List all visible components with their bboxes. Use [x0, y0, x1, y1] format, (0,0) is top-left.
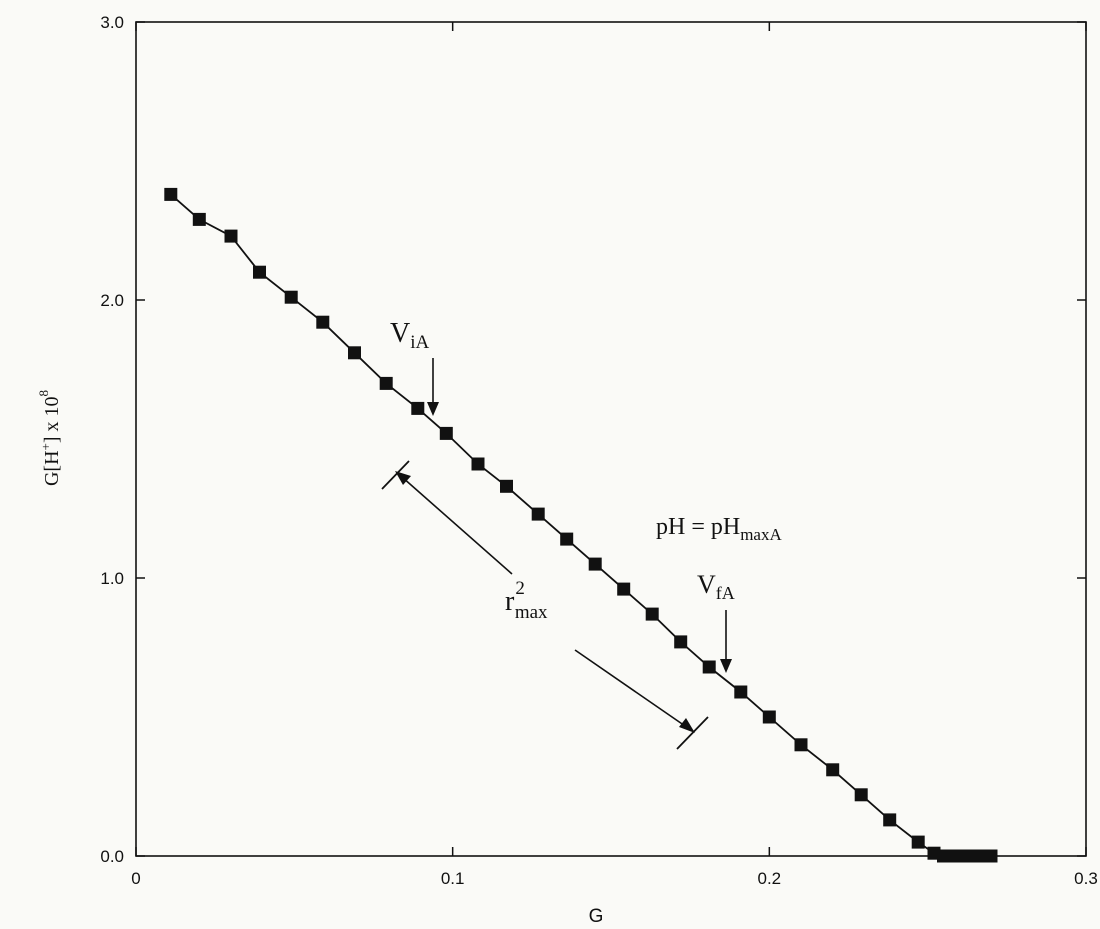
data-point	[439, 426, 453, 440]
svg-text:pH = pHmaxA: pH = pHmaxA	[656, 514, 782, 544]
r2-arrow-lower-line	[574, 649, 689, 729]
data-point	[411, 401, 425, 415]
x-tick-label: 0	[131, 869, 140, 888]
v-fa-sub: fA	[716, 583, 735, 603]
r2-tick-top	[381, 460, 410, 490]
r2-arrow-lower-head	[679, 718, 695, 733]
y-axis-title-tail: ] x 10	[41, 396, 63, 443]
y-tick-label: 2.0	[100, 291, 124, 310]
data-point	[164, 187, 178, 201]
data-point	[702, 660, 716, 674]
ph-eq-sub: maxA	[740, 525, 782, 544]
annotation-v-fa: VfA	[697, 570, 735, 673]
v-ia-arrowhead	[427, 402, 439, 416]
plot-frame	[135, 21, 1087, 857]
y-tick-label: 0.0	[100, 847, 124, 866]
r2-arrow-upper-head	[395, 471, 411, 485]
data-point	[794, 738, 808, 752]
data-point	[560, 532, 574, 546]
data-point	[316, 315, 330, 329]
v-ia-main: V	[390, 318, 410, 349]
x-axis-title: G	[589, 906, 604, 927]
data-point	[984, 849, 998, 863]
y-axis-title-base: G[H	[41, 450, 63, 486]
x-tick-label: 0.3	[1074, 869, 1098, 888]
x-tick-label: 0.2	[758, 869, 782, 888]
data-point	[192, 212, 206, 226]
axes	[135, 21, 1087, 857]
svg-text:ViA: ViA	[390, 318, 430, 353]
ph-eq-main: pH = pH	[656, 514, 740, 540]
annotation-ph-eq: pH = pHmaxA	[656, 514, 782, 544]
y-axis-title: G[H+] x 108	[36, 390, 63, 486]
r2-sub: max	[515, 602, 548, 623]
data-point	[531, 507, 545, 521]
data-point	[645, 607, 659, 621]
data-point	[854, 788, 868, 802]
data-point	[500, 479, 513, 493]
data-point	[224, 229, 238, 243]
data-markers	[164, 187, 998, 863]
data-point	[588, 557, 602, 571]
r2-sup: 2	[515, 578, 525, 599]
data-point	[674, 635, 688, 649]
r2-tick-bottom	[676, 716, 709, 750]
data-point	[826, 763, 840, 777]
data-point	[471, 457, 485, 471]
y-axis-title-exp: 8	[36, 390, 51, 397]
data-point	[284, 290, 298, 304]
data-point	[379, 376, 393, 390]
y-tick-label: 1.0	[100, 569, 124, 588]
data-point	[348, 346, 361, 360]
data-point	[762, 710, 776, 724]
y-tick-label: 3.0	[100, 13, 124, 32]
svg-text:VfA: VfA	[697, 570, 735, 603]
v-fa-main: V	[697, 570, 716, 599]
v-fa-arrowhead	[720, 659, 732, 673]
data-point	[253, 265, 266, 279]
r2-main: r	[505, 586, 515, 617]
data-point	[911, 835, 925, 849]
x-tick-label: 0.1	[441, 869, 465, 888]
annotation-r2-max: r2 max	[381, 460, 709, 750]
data-point	[883, 813, 897, 827]
ticks: 0 0.1 0.2 0.3 0.0 1.0 2.0 3.0	[100, 13, 1097, 888]
data-point	[734, 685, 748, 699]
r2-arrow-upper-line	[401, 476, 513, 575]
y-axis-title-sup: +	[38, 443, 53, 450]
annotation-v-ia: ViA	[390, 318, 439, 416]
data-point	[617, 582, 631, 596]
v-ia-sub: iA	[410, 332, 429, 353]
